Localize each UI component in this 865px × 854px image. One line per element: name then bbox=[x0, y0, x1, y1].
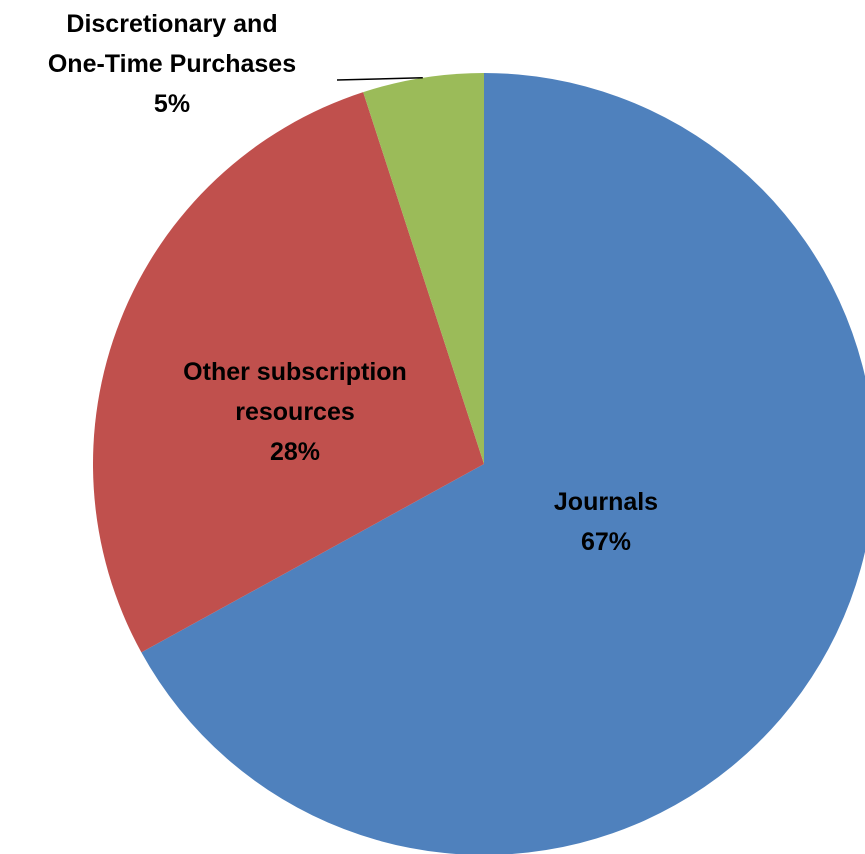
slice-name-line: Journals bbox=[554, 488, 658, 516]
pie-labels: Journals 67% Other subscription resources 28… bbox=[48, 10, 658, 556]
slice-name-line: Other subscription bbox=[183, 358, 407, 386]
slice-percent-label: 5% bbox=[154, 90, 190, 118]
slice-name-line: resources bbox=[235, 398, 355, 426]
slice-name-line: Discretionary and bbox=[66, 10, 277, 38]
pie-slice-2 bbox=[92, 92, 485, 653]
pie-slices bbox=[92, 73, 865, 854]
slice-label-3: Discretionary and One-Time Purchases 5% bbox=[48, 10, 296, 118]
slice-percent-label: 28% bbox=[270, 438, 320, 466]
pie-slice-1 bbox=[141, 73, 865, 854]
slice-name-line: One-Time Purchases bbox=[48, 50, 296, 78]
pie-slice-3 bbox=[363, 73, 484, 464]
leader-line bbox=[336, 77, 423, 81]
slice-label-1: Journals 67% bbox=[554, 488, 658, 556]
slice-label-2: Other subscription resources 28% bbox=[183, 358, 407, 466]
slice-percent-label: 67% bbox=[581, 528, 631, 556]
